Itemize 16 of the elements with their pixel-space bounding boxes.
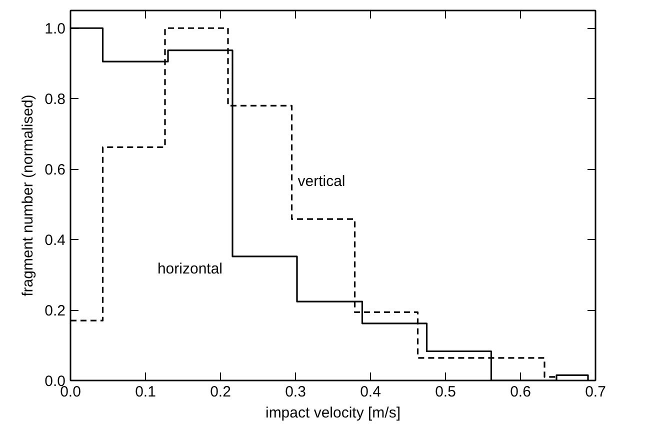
x-tick-label: 0.4 bbox=[360, 384, 381, 400]
x-tick-label: 0.5 bbox=[435, 384, 456, 400]
x-tick-label: 0.6 bbox=[510, 384, 531, 400]
annotation: horizontal bbox=[157, 260, 223, 278]
x-tick-label: 0.7 bbox=[585, 384, 606, 400]
x-tick-label: 0.1 bbox=[135, 384, 156, 400]
y-tick-label: 0.6 bbox=[44, 162, 66, 179]
x-axis-title: impact velocity [m/s] bbox=[265, 404, 401, 422]
x-tick-label: 0.2 bbox=[210, 384, 231, 400]
y-axis-title: fragment number (normalised) bbox=[20, 94, 37, 296]
y-tick-label: 0.8 bbox=[44, 91, 66, 108]
x-tick-label: 0.3 bbox=[285, 384, 306, 400]
y-tick-label: 0.4 bbox=[44, 232, 66, 250]
y-tick-label: 0.2 bbox=[44, 302, 66, 320]
annotation: vertical bbox=[298, 173, 346, 190]
y-tick-label: 1.0 bbox=[44, 20, 66, 38]
